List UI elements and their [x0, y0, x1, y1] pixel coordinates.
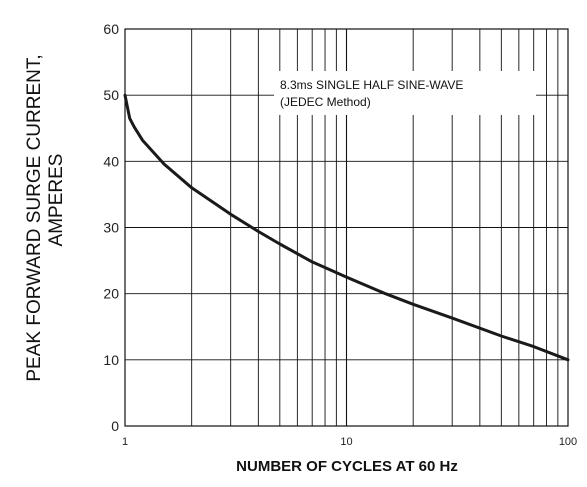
y-axis-label-line-2: AMPERES	[46, 154, 67, 247]
plot-frame	[124, 28, 569, 427]
y-axis-label-line-1: PEAK FORWARD SURGE CURRENT,	[24, 54, 45, 381]
y-tick-label: 20	[103, 286, 119, 302]
series-line	[123, 93, 570, 362]
x-axis-label: NUMBER OF CYCLES AT 60 Hz	[236, 458, 458, 475]
annotation-line-2: (JEDEC Method)	[280, 95, 371, 109]
y-tick-label: 40	[103, 153, 119, 169]
y-tick-label: 50	[103, 87, 119, 103]
series-layer	[123, 93, 570, 362]
y-tick-label: 30	[103, 220, 119, 236]
y-tick-labels: 0 10 20 30 40 50 60	[103, 21, 119, 434]
y-tick-label: 60	[103, 21, 119, 37]
x-tick-label: 1	[122, 436, 128, 448]
annotation-line-1: 8.3ms SINGLE HALF SINE-WAVE	[280, 78, 463, 92]
annotation-box	[274, 71, 536, 115]
x-tick-labels: 1 10 100	[122, 436, 577, 448]
y-tick-label: 10	[103, 352, 119, 368]
x-tick-label: 10	[340, 436, 352, 448]
y-tick-label: 0	[111, 418, 119, 434]
x-tick-label: 100	[559, 436, 577, 448]
